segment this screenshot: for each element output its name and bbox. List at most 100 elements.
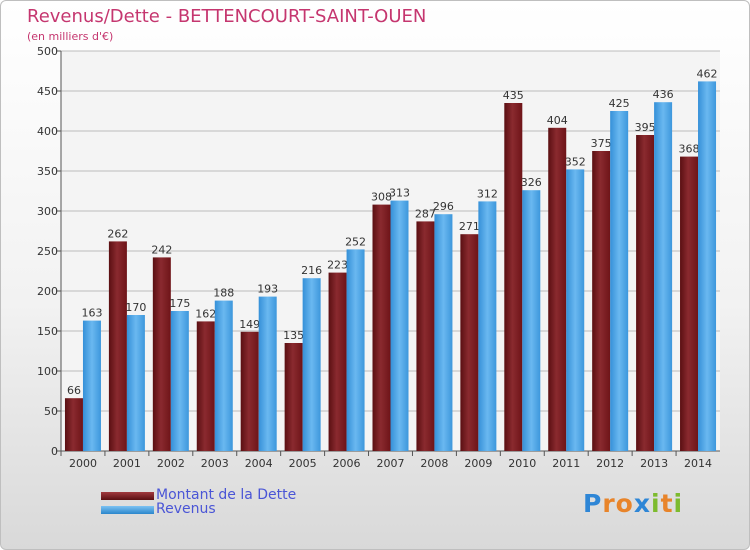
bar-dette <box>592 151 611 451</box>
y-tick-label: 250 <box>37 245 58 258</box>
x-tick-label: 2012 <box>596 457 624 470</box>
data-label-dette: 242 <box>151 243 172 256</box>
y-tick-label: 50 <box>44 405 58 418</box>
x-tick-label: 2013 <box>640 457 668 470</box>
bar-revenus <box>390 200 409 451</box>
data-label-revenus: 313 <box>389 187 410 200</box>
data-label-dette: 223 <box>327 259 348 272</box>
data-label-dette: 66 <box>67 384 81 397</box>
logo-letter: x <box>633 489 651 518</box>
x-tick-label: 2009 <box>464 457 492 470</box>
x-tick-label: 2014 <box>684 457 712 470</box>
bar-dette <box>636 135 655 451</box>
data-label-dette: 404 <box>547 114 568 127</box>
logo-letter: r <box>602 489 616 518</box>
logo-letter: P <box>583 489 603 518</box>
chart-subtitle: (en milliers d'€) <box>27 30 114 43</box>
y-tick-label: 100 <box>37 365 58 378</box>
y-tick-label: 300 <box>37 205 58 218</box>
data-label-dette: 149 <box>239 318 260 331</box>
x-tick-label: 2011 <box>552 457 580 470</box>
chart-title: Revenus/Dette - BETTENCOURT-SAINT-OUEN <box>27 6 427 27</box>
data-label-dette: 271 <box>459 220 480 233</box>
bar-revenus <box>82 320 101 451</box>
bar-revenus <box>654 102 673 451</box>
data-label-dette: 375 <box>591 137 612 150</box>
x-tick-label: 2005 <box>289 457 317 470</box>
logo-letter: i <box>651 489 661 518</box>
x-tick-label: 2004 <box>245 457 273 470</box>
bar-revenus <box>346 249 365 451</box>
data-label-revenus: 193 <box>257 283 278 296</box>
data-label-revenus: 170 <box>125 301 146 314</box>
data-label-revenus: 352 <box>565 155 586 168</box>
bar-revenus <box>522 190 541 451</box>
y-tick-label: 400 <box>37 125 58 138</box>
y-tick-label: 200 <box>37 285 58 298</box>
data-label-dette: 368 <box>679 143 700 156</box>
bar-revenus <box>698 81 717 452</box>
data-label-revenus: 216 <box>301 264 322 277</box>
x-tick-label: 2006 <box>333 457 361 470</box>
bar-revenus <box>170 311 189 451</box>
bar-revenus <box>478 201 497 451</box>
bar-dette <box>680 156 699 451</box>
x-tick-label: 2003 <box>201 457 229 470</box>
data-label-dette: 262 <box>107 227 128 240</box>
data-label-revenus: 188 <box>213 287 234 300</box>
y-tick-label: 0 <box>51 445 58 458</box>
data-label-revenus: 462 <box>697 67 718 80</box>
bar-revenus <box>214 300 233 451</box>
bar-dette <box>196 321 215 451</box>
x-tick-label: 2000 <box>69 457 97 470</box>
bar-dette <box>284 343 303 451</box>
bar-dette <box>504 103 523 451</box>
data-label-dette: 287 <box>415 207 436 220</box>
bar-revenus <box>302 278 321 451</box>
bar-revenus <box>258 296 277 451</box>
data-label-revenus: 296 <box>433 200 454 213</box>
data-label-dette: 135 <box>283 329 304 342</box>
x-tick-label: 2007 <box>377 457 405 470</box>
data-label-revenus: 163 <box>81 307 102 320</box>
data-label-revenus: 436 <box>653 88 674 101</box>
logo-letter: t <box>660 489 674 518</box>
data-label-revenus: 425 <box>609 97 630 110</box>
bar-dette <box>548 127 567 452</box>
data-label-dette: 308 <box>371 191 392 204</box>
bar-dette <box>108 241 127 451</box>
legend-swatch-dette <box>101 492 154 500</box>
bar-dette <box>372 204 391 451</box>
bar-dette <box>64 398 83 451</box>
bar-revenus <box>434 214 453 451</box>
x-tick-label: 2002 <box>157 457 185 470</box>
logo-letter: i <box>673 489 684 518</box>
bar-dette <box>240 331 259 451</box>
data-label-dette: 435 <box>503 89 524 102</box>
bar-revenus <box>566 169 585 451</box>
bar-dette <box>328 272 347 451</box>
data-label-revenus: 326 <box>521 176 542 189</box>
bar-revenus <box>126 315 145 451</box>
y-tick-label: 500 <box>37 45 58 58</box>
data-label-revenus: 252 <box>345 235 366 248</box>
y-tick-label: 350 <box>37 165 58 178</box>
data-label-dette: 395 <box>635 121 656 134</box>
bar-dette <box>460 234 479 451</box>
data-label-dette: 162 <box>195 307 216 320</box>
bar-revenus <box>610 111 629 451</box>
legend-swatch-revenus <box>101 506 154 514</box>
x-tick-label: 2008 <box>420 457 448 470</box>
legend-label-dette: Montant de la Dette <box>156 487 297 503</box>
data-label-revenus: 175 <box>169 297 190 310</box>
logo-letter: o <box>615 489 634 518</box>
y-tick-label: 450 <box>37 85 58 98</box>
x-tick-label: 2010 <box>508 457 536 470</box>
data-label-revenus: 312 <box>477 187 498 200</box>
legend-label-revenus: Revenus <box>156 501 216 517</box>
bar-dette <box>416 221 435 451</box>
proxiti-logo: Proxiti <box>583 489 683 518</box>
x-tick-label: 2001 <box>113 457 141 470</box>
